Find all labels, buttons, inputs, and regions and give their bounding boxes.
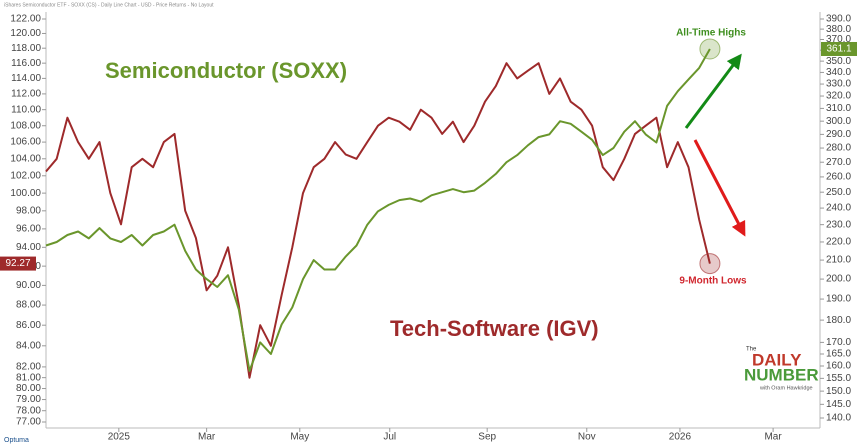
y2-tick-label: 145.0 <box>826 399 851 410</box>
x-tick-label: May <box>290 432 309 443</box>
y2-tick-label: 280.0 <box>826 143 851 154</box>
y2-tick-label: 230.0 <box>826 219 851 230</box>
x-tick-label: Nov <box>578 432 596 443</box>
y2-tick-label: 180.0 <box>826 315 851 326</box>
y-tick-label: 81.00 <box>16 372 41 383</box>
x-tick-label: Mar <box>764 432 782 443</box>
last-value-label: 92.27 <box>5 258 30 269</box>
y2-tick-label: 160.0 <box>826 361 851 372</box>
y-tick-label: 106.00 <box>10 137 41 148</box>
y2-tick-label: 260.0 <box>826 172 851 183</box>
y2-tick-label: 150.0 <box>826 386 851 397</box>
y2-tick-label: 140.0 <box>826 413 851 424</box>
logo-text: DAILY <box>752 350 802 369</box>
endpoint-highlight <box>699 38 721 60</box>
x-tick-label: Jul <box>383 432 396 443</box>
y-tick-label: 100.00 <box>10 188 41 199</box>
y-tick-label: 116.00 <box>11 58 41 69</box>
y2-tick-label: 200.0 <box>826 274 851 285</box>
series-label: Tech-Software (IGV) <box>390 316 599 341</box>
y-tick-label: 108.00 <box>10 120 41 131</box>
series-line <box>45 62 711 379</box>
y-tick-label: 118.00 <box>11 43 41 54</box>
logo-text: with Oram Hawkridge <box>759 385 813 391</box>
down-arrow <box>693 139 746 237</box>
series-line <box>45 48 711 372</box>
y2-tick-label: 165.0 <box>826 349 851 360</box>
y2-tick-label: 220.0 <box>826 237 851 248</box>
y2-tick-label: 270.0 <box>826 157 851 168</box>
y-tick-label: 102.00 <box>10 170 41 181</box>
y2-tick-label: 340.0 <box>826 67 851 78</box>
last-value-box <box>821 41 857 56</box>
annotation: All-Time Highs <box>676 28 746 39</box>
y2-tick-label: 390.0 <box>826 14 851 25</box>
up-arrow <box>684 53 742 129</box>
y2-tick-label: 330.0 <box>826 79 851 90</box>
chart-header: iShares Semiconductor ETF - SOXX (CS) - … <box>4 2 214 8</box>
y2-tick-label: 350.0 <box>826 56 851 67</box>
x-tick-label: Mar <box>198 432 216 443</box>
y2-tick-label: 320.0 <box>826 91 851 102</box>
logo-text: NUMBER <box>744 365 819 384</box>
y-tick-label: 80.00 <box>16 383 41 394</box>
y-tick-label: 120.00 <box>10 28 41 39</box>
y2-tick-label: 210.0 <box>826 255 851 266</box>
y-tick-label: 122.00 <box>10 14 41 25</box>
source: Optuma <box>4 437 29 444</box>
y-tick-label: 98.00 <box>16 205 41 216</box>
y-tick-label: 90.00 <box>16 280 41 291</box>
series-label: Semiconductor (SOXX) <box>105 58 347 83</box>
y-tick-label: 79.00 <box>16 394 41 405</box>
endpoint-highlight <box>699 253 721 275</box>
annotation: 9-Month Lows <box>679 276 747 287</box>
y-tick-label: 88.00 <box>16 300 41 311</box>
y2-tick-label: 380.0 <box>826 24 851 35</box>
y2-tick-label: 240.0 <box>826 203 851 214</box>
y2-tick-label: 300.0 <box>826 116 851 127</box>
x-tick-label: 2025 <box>108 432 131 443</box>
y-tick-label: 104.00 <box>10 153 41 164</box>
y-tick-label: 96.00 <box>16 224 41 235</box>
y-tick-label: 82.00 <box>16 362 41 373</box>
y-tick-label: 78.00 <box>16 405 41 416</box>
y-tick-label: 112.00 <box>11 89 41 100</box>
y-tick-label: 94.00 <box>16 242 41 253</box>
last-value-label: 361.1 <box>826 44 851 55</box>
y-tick-label: 77.00 <box>16 417 41 428</box>
y-tick-label: 114.00 <box>11 73 41 84</box>
logo: The DAILY NUMBER with Oram Hawkridge <box>744 347 819 392</box>
last-value-box <box>0 256 36 271</box>
y2-tick-label: 190.0 <box>826 294 851 305</box>
x-tick-label: Sep <box>478 432 496 443</box>
y2-tick-label: 290.0 <box>826 129 851 140</box>
y-tick-label: 84.00 <box>16 340 41 351</box>
y2-tick-label: 250.0 <box>826 187 851 198</box>
y-tick-label: 86.00 <box>16 320 41 331</box>
y2-tick-label: 155.0 <box>826 373 851 384</box>
plot-layer: 122.00 120.00 118.00 116.00 114.00 112.00 110.… <box>10 14 851 443</box>
y-tick-label: 110.00 <box>11 104 41 115</box>
y2-tick-label: 170.0 <box>826 337 851 348</box>
y2-tick-label: 370.0 <box>826 34 851 45</box>
logo-text: The <box>746 347 757 353</box>
y2-tick-label: 310.0 <box>826 103 851 114</box>
x-tick-label: 2026 <box>669 432 692 443</box>
